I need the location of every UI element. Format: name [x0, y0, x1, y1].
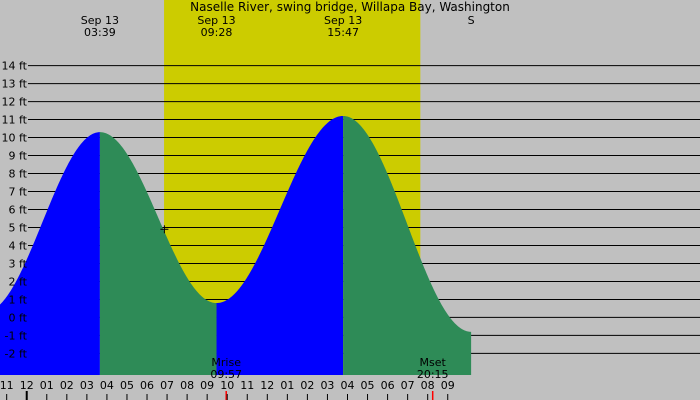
y-tick-label: 4 ft — [9, 239, 28, 252]
hour-tick-label: 10 — [220, 379, 234, 392]
moon-event-time: 20:15 — [417, 368, 449, 381]
y-tick-label: -1 ft — [5, 329, 28, 342]
hour-tick-label: 02 — [60, 379, 74, 392]
extreme-date-label: Sep 13 — [197, 14, 235, 27]
y-tick-label: 9 ft — [9, 150, 28, 163]
moon-event-label: Mset — [420, 356, 447, 369]
hour-tick-label: 09 — [200, 379, 214, 392]
hour-tick-label: 11 — [0, 379, 14, 392]
hour-tick-label: 04 — [100, 379, 114, 392]
x-axis-strip — [0, 375, 700, 400]
tide-areas — [0, 115, 700, 400]
hour-tick-label: 03 — [320, 379, 334, 392]
hour-tick-label: 09 — [441, 379, 455, 392]
y-tick-label: 5 ft — [9, 221, 28, 234]
extreme-time-label: 09:28 — [201, 26, 233, 39]
y-tick-label: -2 ft — [5, 347, 28, 360]
hour-tick-label: 08 — [180, 379, 194, 392]
hour-tick-label: 05 — [361, 379, 375, 392]
y-tick-label: 7 ft — [9, 186, 28, 199]
current-time-marker — [160, 225, 169, 234]
y-axis-labels: 14 ft 13 ft 12 ft 11 ft 10 ft 9 ft 8 ft 7 ft 6 f… — [2, 60, 28, 361]
y-tick-label: 12 ft — [2, 96, 28, 109]
hour-tick-label: 12 — [20, 379, 34, 392]
y-tick-label: 14 ft — [2, 60, 28, 73]
y-tick-label: 1 ft — [9, 293, 28, 306]
hour-tick-label: 03 — [80, 379, 94, 392]
moon-event-time: 09:57 — [210, 368, 242, 381]
rising-tide-area — [216, 115, 344, 376]
y-tick-label: 2 ft — [9, 275, 28, 288]
extreme-time-label: 15:47 — [327, 26, 359, 39]
hour-axis: 11 12 01 02 03 04 05 06 07 08 09 10 11 12 01 02 03 04 05 06… — [0, 379, 455, 400]
falling-tide-area — [343, 115, 472, 376]
falling-tide-area — [99, 132, 217, 375]
rising-tide-area — [0, 132, 100, 375]
hour-tick-label: 07 — [160, 379, 174, 392]
y-tick-label: 11 ft — [2, 114, 28, 127]
hour-tick-label: 04 — [340, 379, 354, 392]
y-tick-label: 0 ft — [9, 311, 28, 324]
y-tick-label: 13 ft — [2, 78, 28, 91]
hour-tick-label: 07 — [401, 379, 415, 392]
hour-tick-label: 01 — [280, 379, 294, 392]
hour-tick-label: 08 — [421, 379, 435, 392]
moon-event-label: Mrise — [211, 356, 241, 369]
hour-tick-label: 12 — [260, 379, 274, 392]
hour-tick-label: 02 — [300, 379, 314, 392]
chart-title: Naselle River, swing bridge, Willapa Bay… — [190, 0, 510, 14]
y-tick-label: 10 ft — [2, 132, 28, 145]
y-tick-label: 3 ft — [9, 257, 28, 270]
y-tick-label: 6 ft — [9, 204, 28, 217]
hour-tick-label: 01 — [40, 379, 54, 392]
y-tick-label: 8 ft — [9, 168, 28, 181]
hour-tick-label: 06 — [381, 379, 395, 392]
extreme-date-label: S — [468, 14, 475, 27]
extreme-date-label: Sep 13 — [324, 14, 362, 27]
extreme-date-label: Sep 13 — [81, 14, 119, 27]
hour-tick-label: 05 — [120, 379, 134, 392]
hour-tick-label: 11 — [240, 379, 254, 392]
extreme-time-label: 03:39 — [84, 26, 116, 39]
hour-tick-label: 06 — [140, 379, 154, 392]
